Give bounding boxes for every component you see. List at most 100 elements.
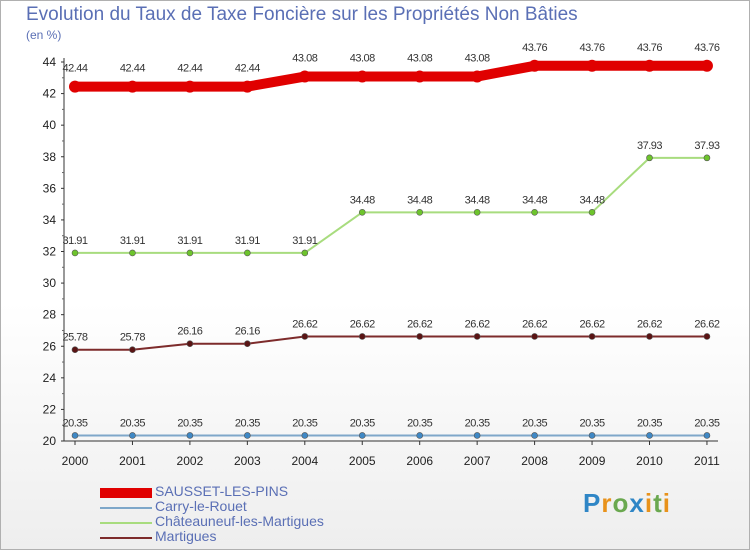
- data-point: [703, 432, 711, 439]
- legend-item[interactable]: SAUSSET-LES-PINS: [100, 483, 400, 500]
- y-tick-label: 26: [43, 339, 57, 353]
- data-point: [71, 346, 79, 354]
- legend-item[interactable]: Carry-le-Rouet: [100, 498, 400, 515]
- data-label: 43.08: [407, 53, 432, 65]
- series-line: [74, 335, 708, 351]
- data-label: 43.08: [350, 53, 375, 65]
- x-tick-label: 2010: [636, 454, 663, 468]
- data-point: [126, 80, 139, 93]
- y-tick-label: 28: [43, 308, 57, 322]
- data-label: 34.48: [522, 194, 547, 206]
- data-label: 20.35: [177, 417, 202, 429]
- data-label: 42.44: [235, 63, 260, 75]
- data-point: [301, 249, 309, 257]
- data-label: 20.35: [465, 417, 490, 429]
- data-point: [700, 59, 713, 72]
- data-point: [244, 432, 251, 439]
- x-tick-label: 2004: [291, 454, 318, 468]
- data-point: [301, 333, 309, 340]
- data-point: [416, 209, 424, 216]
- data-point: [643, 59, 656, 72]
- data-point: [358, 209, 366, 216]
- data-point: [588, 209, 596, 216]
- data-label: 20.35: [522, 417, 547, 429]
- data-label: 26.62: [580, 318, 605, 330]
- data-label: 42.44: [120, 63, 145, 75]
- data-point: [703, 333, 711, 340]
- x-tick-label: 2006: [406, 454, 433, 468]
- data-point: [531, 209, 538, 216]
- data-label: 26.62: [637, 318, 662, 330]
- series-line: [74, 156, 708, 254]
- data-label: 26.62: [694, 318, 719, 330]
- y-tick-label: 42: [43, 87, 57, 101]
- legend-item[interactable]: Martigues: [100, 528, 400, 545]
- data-label: 20.35: [580, 417, 605, 429]
- data-point: [241, 80, 254, 93]
- data-label: 31.91: [62, 235, 87, 247]
- y-tick-label: 36: [43, 181, 57, 195]
- data-label: 26.62: [465, 318, 490, 330]
- legend-label: Martigues: [155, 528, 217, 544]
- data-point: [588, 333, 596, 340]
- x-tick-label: 2007: [464, 454, 491, 468]
- data-label: 25.78: [62, 332, 87, 344]
- chart-title: Evolution du Taux de Taxe Foncière sur l…: [26, 4, 578, 25]
- data-label: 20.35: [694, 417, 719, 429]
- data-label: 43.76: [522, 42, 547, 54]
- data-label: 37.93: [694, 140, 719, 152]
- data-point: [129, 432, 136, 439]
- data-label: 43.76: [694, 42, 719, 54]
- data-label: 26.62: [350, 318, 375, 330]
- x-tick-label: 2008: [521, 454, 548, 468]
- data-point: [531, 432, 538, 439]
- data-label: 20.35: [637, 417, 662, 429]
- series-line: [70, 60, 712, 92]
- data-point: [416, 333, 424, 340]
- data-label: 34.48: [465, 194, 490, 206]
- data-point: [588, 432, 596, 439]
- data-point: [416, 432, 424, 439]
- data-label: 20.35: [120, 417, 145, 429]
- data-point: [646, 432, 653, 439]
- data-point: [473, 333, 481, 340]
- data-label: 43.08: [465, 53, 490, 65]
- data-label: 26.62: [407, 318, 432, 330]
- data-point: [646, 333, 653, 340]
- legend-item[interactable]: Châteauneuf-les-Martigues: [100, 513, 400, 530]
- legend-label: Châteauneuf-les-Martigues: [155, 513, 324, 529]
- data-point: [71, 249, 79, 257]
- y-tick-label: 38: [43, 150, 57, 164]
- data-point: [356, 70, 369, 83]
- data-point: [528, 59, 541, 72]
- data-label: 43.76: [580, 42, 605, 54]
- data-point: [186, 432, 194, 439]
- legend-swatch: [100, 522, 152, 524]
- data-point: [186, 249, 194, 257]
- data-label: 20.35: [62, 417, 87, 429]
- data-point: [413, 70, 426, 83]
- y-tick-label: 30: [43, 276, 57, 290]
- x-tick-label: 2000: [62, 454, 89, 468]
- x-tick-label: 2005: [349, 454, 376, 468]
- y-tick-label: 32: [43, 245, 57, 259]
- data-point: [71, 432, 79, 439]
- legend-label: SAUSSET-LES-PINS: [155, 483, 289, 499]
- data-label: 37.93: [637, 140, 662, 152]
- data-label: 20.35: [292, 417, 317, 429]
- data-label: 31.91: [120, 235, 145, 247]
- y-tick-label: 44: [43, 55, 57, 69]
- data-point: [244, 340, 251, 348]
- y-axis-unit: (en %): [26, 28, 62, 42]
- data-point: [186, 340, 194, 348]
- x-tick-label: 2009: [579, 454, 606, 468]
- y-tick-label: 24: [43, 371, 57, 385]
- data-label: 31.91: [292, 235, 317, 247]
- data-point: [358, 432, 366, 439]
- data-label: 26.62: [522, 318, 547, 330]
- data-label: 25.78: [120, 332, 145, 344]
- data-point: [473, 209, 481, 216]
- legend-swatch: [100, 488, 152, 498]
- legend-swatch: [100, 537, 152, 539]
